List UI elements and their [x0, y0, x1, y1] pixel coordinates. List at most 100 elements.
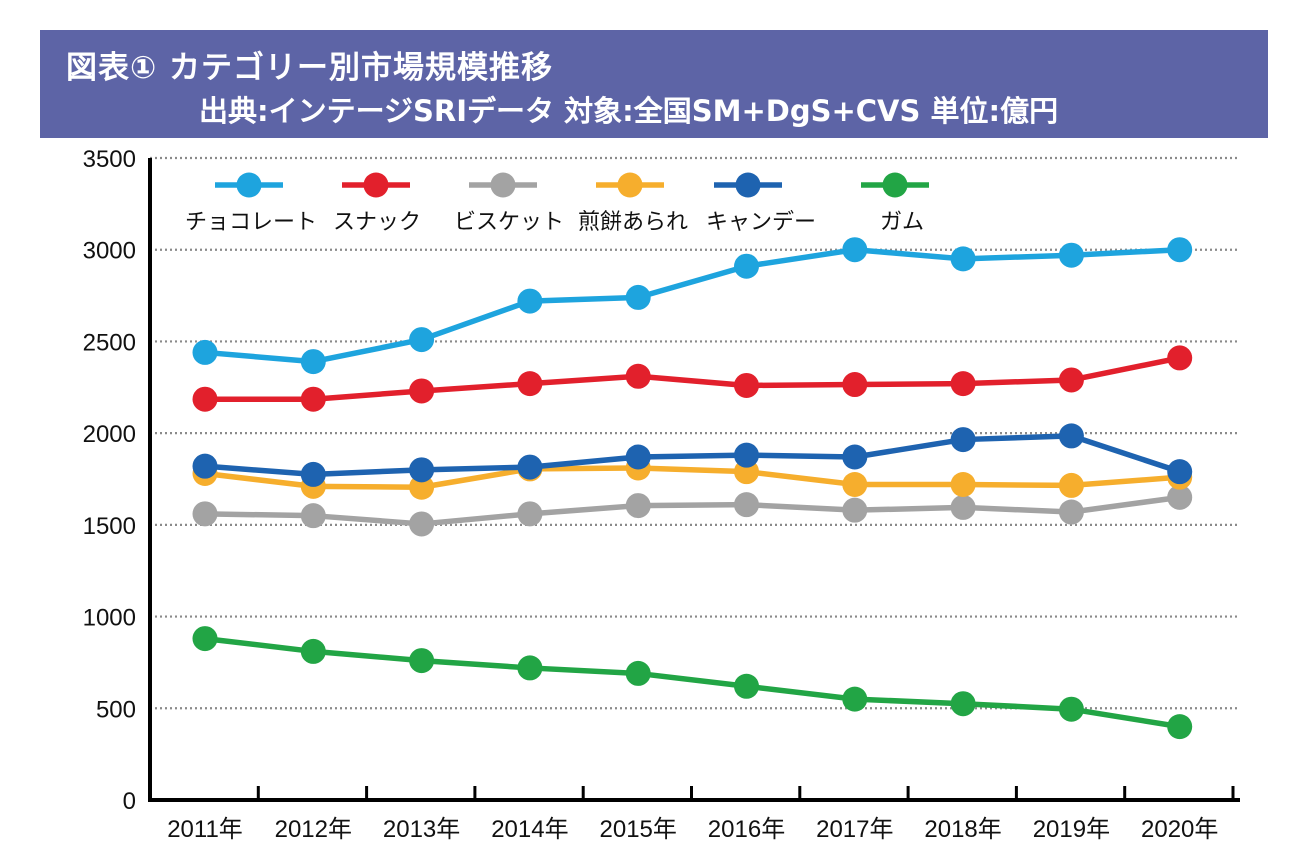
- legend-item: ガム: [861, 172, 929, 235]
- data-point: [1167, 714, 1193, 740]
- x-tick-label: 2019年: [1033, 816, 1110, 843]
- data-point: [950, 472, 976, 498]
- chart-header: 図表① カテゴリー別市場規模推移 出典:インテージSRIデータ 対象:全国SM+…: [40, 30, 1268, 138]
- legend-item: チョコレート: [185, 172, 317, 235]
- y-tick-label: 1000: [83, 605, 136, 632]
- data-point: [409, 474, 435, 500]
- data-point: [842, 237, 868, 263]
- legend-label: スナック: [333, 210, 421, 235]
- legend-swatch-marker: [617, 172, 643, 198]
- y-tick-label: 2500: [83, 329, 136, 356]
- legend: チョコレート スナック ビスケット 煎餅あられ キャンデー ガム: [185, 172, 929, 235]
- data-point: [409, 327, 435, 353]
- data-point: [1058, 367, 1084, 393]
- data-point: [300, 638, 326, 664]
- data-point: [734, 253, 759, 279]
- data-point: [409, 457, 435, 483]
- series-1: [192, 345, 1193, 412]
- data-point: [517, 371, 543, 397]
- data-point: [625, 660, 651, 686]
- data-point: [842, 497, 868, 523]
- data-point: [192, 453, 218, 479]
- data-point: [1058, 242, 1084, 268]
- data-point: [409, 511, 435, 537]
- data-point: [300, 386, 326, 412]
- data-point: [517, 655, 543, 681]
- x-tick-label: 2014年: [491, 816, 568, 843]
- y-tick-label: 3500: [83, 146, 136, 173]
- series-5: [192, 626, 1193, 740]
- legend-item: 煎餅あられ: [578, 172, 688, 235]
- data-point: [192, 339, 218, 365]
- legend-label: 煎餅あられ: [578, 210, 688, 235]
- data-point: [1058, 423, 1084, 449]
- series-line: [202, 635, 1183, 730]
- data-point: [1167, 345, 1193, 371]
- data-point: [409, 648, 435, 674]
- data-point: [625, 363, 651, 389]
- data-point: [842, 472, 868, 498]
- series-4: [192, 423, 1193, 487]
- data-point: [1167, 484, 1193, 510]
- data-point: [192, 501, 218, 527]
- data-point: [842, 444, 868, 470]
- data-point: [734, 492, 759, 518]
- x-tick-label: 2020年: [1141, 816, 1218, 843]
- data-point: [517, 288, 543, 314]
- data-point: [734, 372, 759, 398]
- legend-label: ガム: [880, 210, 924, 235]
- axes: 0 500 1000 1500 2000 2500 3000 3500 2011年 2012年 20…: [83, 146, 1240, 843]
- data-point: [300, 503, 326, 529]
- legend-swatch-marker: [363, 172, 389, 198]
- x-tick-label: 2016年: [708, 816, 785, 843]
- legend-label: ビスケット: [454, 210, 564, 235]
- data-point: [842, 372, 868, 398]
- data-point: [950, 246, 976, 272]
- y-tick-label: 0: [123, 788, 136, 815]
- data-point: [300, 349, 326, 375]
- data-point: [625, 444, 651, 470]
- data-point: [950, 427, 976, 453]
- data-point: [192, 386, 218, 412]
- x-tick-label: 2018年: [924, 816, 1001, 843]
- data-point: [1167, 237, 1193, 263]
- data-point: [1058, 696, 1084, 722]
- data-point: [734, 673, 759, 699]
- data-point: [300, 461, 326, 487]
- x-tick-label: 2011年: [167, 816, 243, 843]
- data-point: [1058, 499, 1084, 525]
- data-point: [950, 494, 976, 520]
- legend-swatch-marker: [882, 172, 908, 198]
- data-point: [950, 691, 976, 717]
- data-point: [625, 493, 651, 519]
- data-point: [1167, 459, 1193, 485]
- data-point: [734, 442, 759, 468]
- series-line: [202, 355, 1183, 402]
- x-tick-label: 2015年: [600, 816, 677, 843]
- chart-title: 図表① カテゴリー別市場規模推移: [66, 50, 554, 86]
- legend-item: スナック: [333, 172, 421, 235]
- y-tick-label: 2000: [83, 421, 136, 448]
- series-line: [202, 246, 1183, 365]
- chart-subtitle: 出典:インテージSRIデータ 対象:全国SM+DgS+CVS 単位:億円: [199, 94, 1059, 128]
- legend-item: ビスケット: [454, 172, 564, 235]
- series-lines: [192, 237, 1193, 740]
- x-tick-label: 2013年: [383, 816, 460, 843]
- data-point: [192, 626, 218, 652]
- data-point: [409, 378, 435, 404]
- series-line: [202, 433, 1183, 478]
- series-3: [192, 455, 1193, 500]
- y-tick-label: 1500: [83, 513, 136, 540]
- series-line: [202, 465, 1183, 491]
- series-line: [202, 494, 1183, 527]
- series-0: [192, 237, 1193, 375]
- legend-label: チョコレート: [185, 210, 317, 235]
- data-point: [842, 686, 868, 712]
- grid-lines: [150, 156, 1238, 710]
- legend-item: キャンデー: [706, 172, 816, 235]
- legend-swatch-marker: [735, 172, 761, 198]
- y-tick-label: 500: [96, 696, 136, 723]
- legend-swatch-marker: [236, 172, 262, 198]
- x-tick-label: 2012年: [275, 816, 352, 843]
